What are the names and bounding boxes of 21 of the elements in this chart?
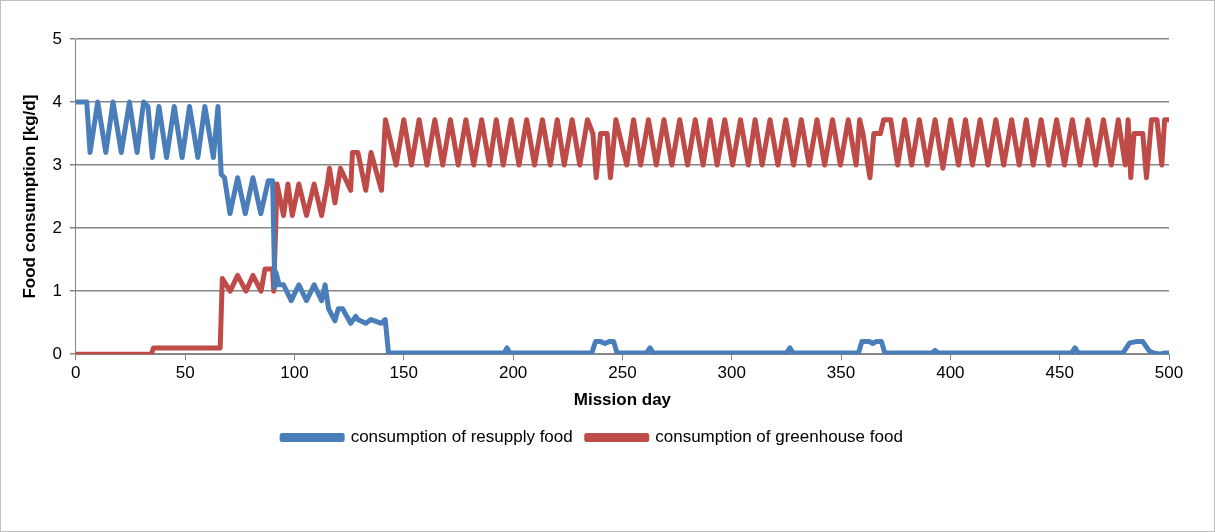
y-tick-label: 3 xyxy=(52,154,62,174)
y-tick-label: 2 xyxy=(52,217,62,237)
legend-label: consumption of greenhouse food xyxy=(655,427,903,447)
y-tick-label: 5 xyxy=(52,28,62,48)
legend-label: consumption of resupply food xyxy=(350,427,573,447)
x-tick-label: 100 xyxy=(280,363,309,383)
x-tick-label: 200 xyxy=(498,363,528,383)
x-tick-label: 450 xyxy=(1045,363,1074,383)
y-tick-label: 4 xyxy=(52,91,62,111)
y-tick-label: 1 xyxy=(52,280,62,300)
x-tick-label: 400 xyxy=(936,363,965,383)
x-tick-label: 500 xyxy=(1154,363,1184,383)
y-tick-label: 0 xyxy=(52,343,62,363)
x-tick-label: 300 xyxy=(717,363,746,383)
x-tick-label: 50 xyxy=(175,363,195,383)
x-tick-label: 0 xyxy=(71,363,81,383)
x-tick-label: 250 xyxy=(608,363,637,383)
x-tick-label: 150 xyxy=(389,363,418,383)
x-tick-label: 350 xyxy=(826,363,856,383)
y-axis-title: Food consumption [kg/d] xyxy=(19,94,39,299)
x-axis-title: Mission day xyxy=(573,390,672,410)
